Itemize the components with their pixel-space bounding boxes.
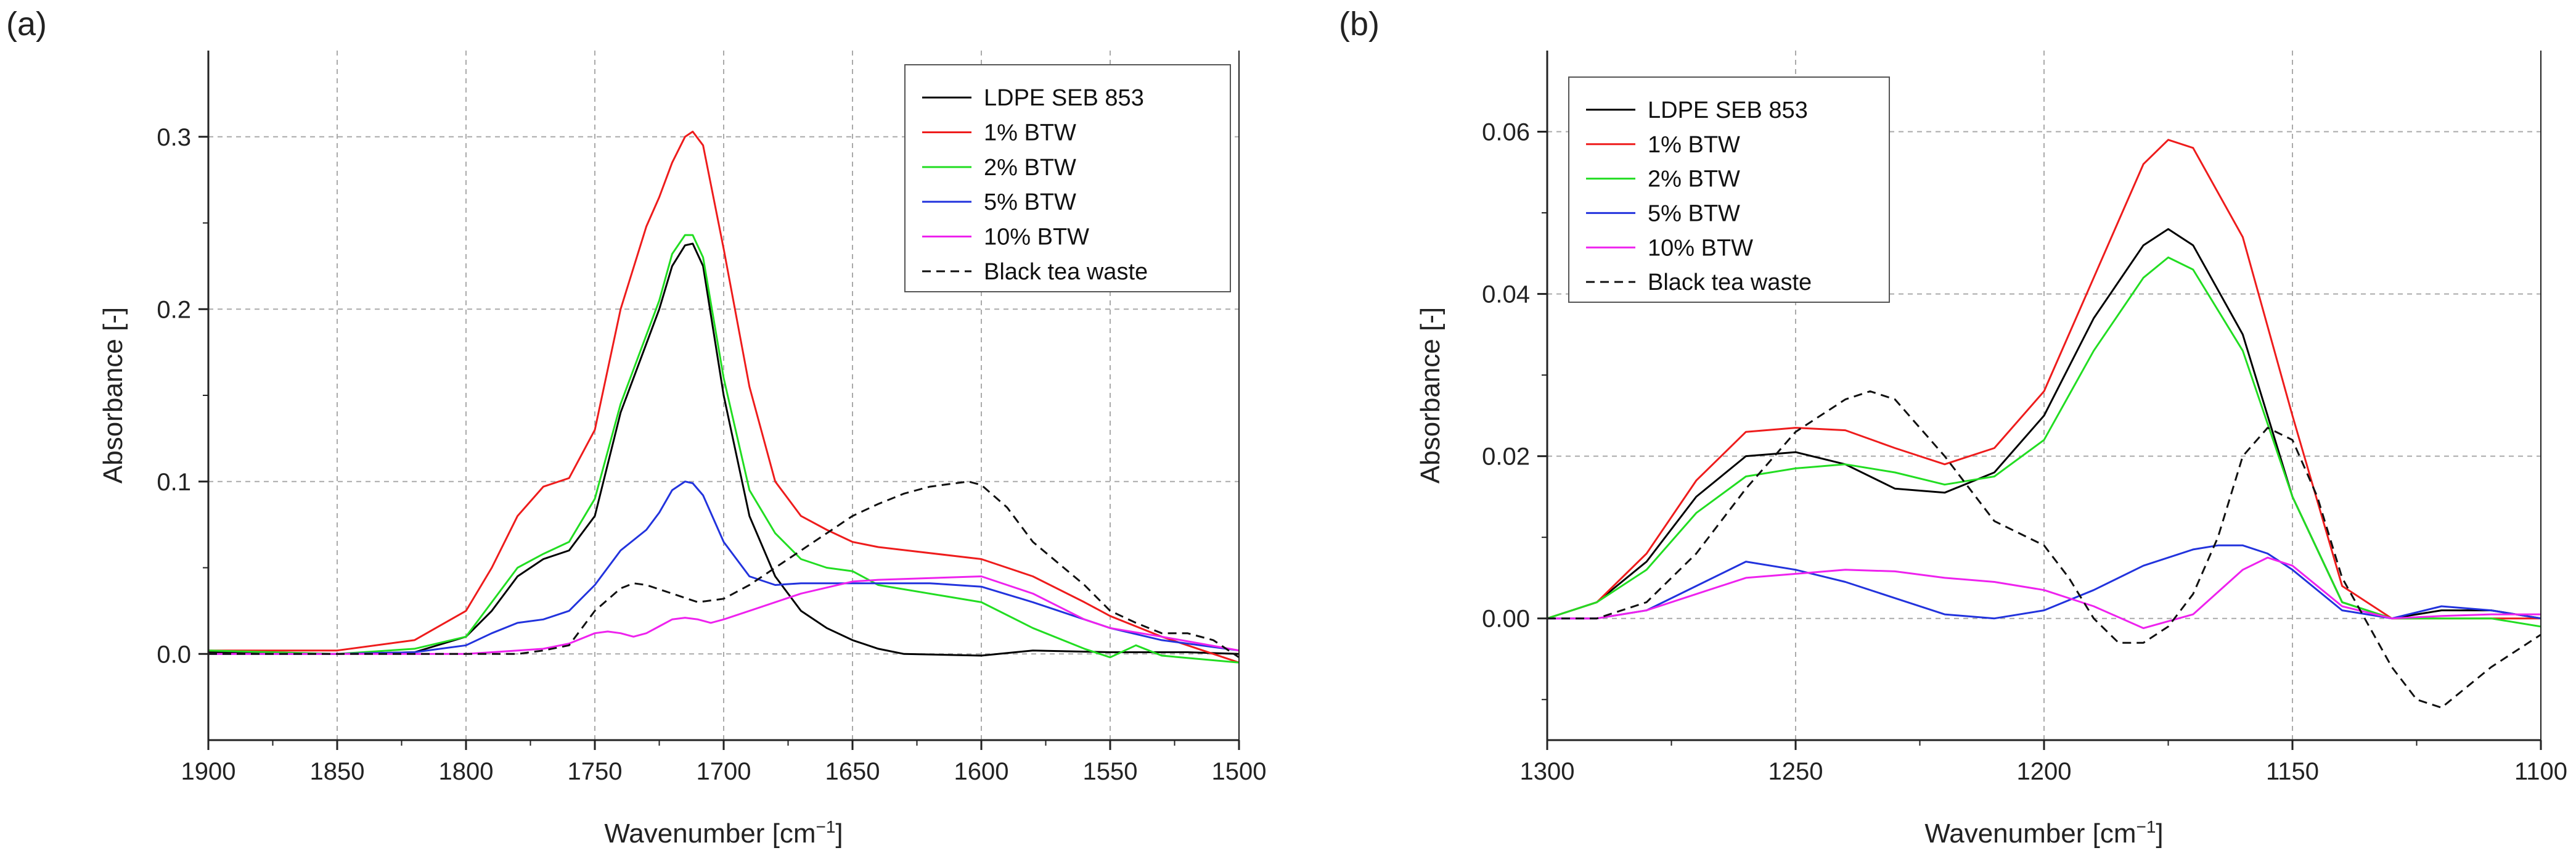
chart-panel-b: 1300 1250 1200 1150 1100 0.00 0.02 0.04 0.06 Wave… [1415,51,2567,849]
legend-label: Black tea waste [984,259,1148,285]
legend-label: 2% BTW [1648,167,1740,192]
x-tick-label: 1600 [954,758,1009,785]
series-line-10-btw [1547,556,2541,629]
x-tick-label: 1700 [697,758,751,785]
y-tick-label: 0.3 [157,124,191,151]
y-tick-label: 0.0 [157,641,191,668]
series-line-5-btw [1547,544,2541,620]
x-tick-label: 1650 [825,758,880,785]
y-axis-title: Absorbance [-] [1415,307,1445,484]
legend-label: 1% BTW [1648,132,1740,158]
x-tick-label: 1300 [1520,758,1575,785]
legend-box [1568,76,1890,303]
x-tick-label: 1500 [1212,758,1267,785]
series-line-10-btw [208,575,1239,655]
legend-label: 1% BTW [984,120,1076,146]
x-tick-label: 1800 [439,758,494,785]
series-line-2-btw [1547,256,2541,628]
x-tick-label: 1100 [2514,758,2567,785]
x-tick-label: 1150 [2266,758,2319,785]
y-tick-label: 0.00 [1482,606,1530,633]
series-line-1-btw [1547,139,2541,620]
panel-label-a: (a) [6,6,47,43]
legend-label: 5% BTW [984,189,1076,215]
y-tick-label: 0.06 [1482,119,1530,146]
x-axis-title: Wavenumber [cm−1] [1924,817,2163,849]
legend-label: 2% BTW [984,155,1076,181]
x-tick-label: 1850 [310,758,365,785]
legend-label: Black tea waste [1648,270,1812,295]
chart-panel-a: 1900 1850 1800 1750 1700 1650 1600 1550 1500 0.0 0… [98,51,1266,849]
legend-label: LDPE SEB 853 [1648,97,1808,123]
series-line-2-btw [208,234,1239,664]
legend-label: 10% BTW [984,225,1089,250]
panel-label-b: (b) [1339,6,1380,43]
x-tick-label: 1550 [1083,758,1138,785]
legend-box [904,64,1231,292]
legend-label: LDPE SEB 853 [984,85,1144,111]
x-axis-title: Wavenumber [cm−1] [604,817,843,849]
y-axis-title: Absorbance [-] [98,307,128,484]
x-tick-label: 1750 [568,758,623,785]
y-tick-label: 0.1 [157,469,191,496]
series-line-ldpe-seb-853 [208,242,1239,657]
legend-label: 5% BTW [1648,200,1740,226]
x-tick-label: 1250 [1768,758,1823,785]
series-line-black-tea-waste [208,480,1239,659]
y-tick-label: 0.2 [157,296,191,323]
y-tick-label: 0.04 [1482,281,1530,308]
legend: LDPE SEB 853 1% BTW 2% BTW 5% BTW 10% BTW Bla… [904,64,1231,292]
y-tick-label: 0.02 [1482,443,1530,471]
series-line-black-tea-waste [1547,390,2541,709]
series-line-5-btw [208,480,1239,655]
x-tick-label: 1200 [2017,758,2072,785]
legend: LDPE SEB 853 1% BTW 2% BTW 5% BTW 10% BTW Bla… [1568,76,1890,303]
legend-label: 10% BTW [1648,235,1753,261]
series-line-1-btw [208,130,1239,664]
x-tick-label: 1900 [181,758,236,785]
